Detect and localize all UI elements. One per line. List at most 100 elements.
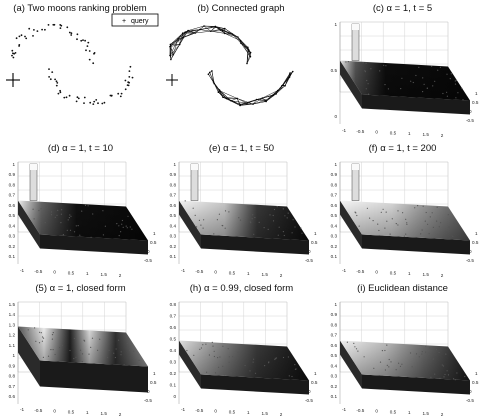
data-point [109, 94, 112, 97]
graph-node [211, 70, 213, 72]
surface-point [224, 227, 226, 229]
surface-point [69, 214, 71, 216]
graph-edge [219, 90, 238, 99]
surface-point [438, 351, 440, 354]
surface-point [42, 337, 45, 339]
surface-point [214, 372, 217, 374]
surface-point [291, 375, 293, 378]
y-tick-label: 1 [475, 231, 478, 236]
graph-node [272, 94, 274, 97]
x-tick-label: 0 [53, 270, 56, 275]
surface-point [230, 372, 232, 374]
surface-point [223, 374, 225, 376]
query-marker [6, 73, 20, 87]
surface-point [218, 213, 220, 215]
graph-edge [172, 38, 179, 55]
surface-point [107, 356, 109, 359]
surface-point [384, 84, 386, 86]
surface-point [118, 225, 120, 227]
data-point [12, 56, 15, 59]
surface-point [52, 332, 54, 334]
surface-point [464, 375, 466, 378]
graph-node [172, 53, 174, 56]
surface-point [446, 95, 448, 97]
surface-point [114, 356, 116, 359]
surface-point [34, 327, 36, 329]
surface-point [462, 99, 464, 101]
surface-point [200, 347, 202, 349]
surface-point [115, 348, 117, 350]
graph-node [177, 38, 179, 40]
surface-point [277, 234, 279, 236]
surface-shading [340, 340, 470, 381]
surface-point [79, 349, 82, 351]
surface-point [219, 356, 221, 358]
x-tick-label: 1.5 [262, 272, 269, 277]
graph-node [207, 73, 210, 75]
surface-point [386, 364, 388, 366]
surface-point [35, 340, 37, 342]
surface-point [216, 219, 218, 221]
surface-point [39, 227, 41, 229]
data-point [65, 96, 68, 99]
graph-edge [237, 36, 248, 48]
y-tick-label: -0.5 [466, 398, 474, 403]
surface-point [447, 374, 450, 376]
surface-point [251, 218, 253, 220]
surface-point [425, 345, 427, 347]
graph-edge [170, 44, 180, 60]
surface-point [380, 211, 382, 213]
surface-point [129, 226, 131, 228]
surface-point [121, 219, 123, 222]
surface-point [402, 212, 404, 214]
surface-point [193, 354, 195, 356]
data-point [131, 76, 134, 79]
surface-point [254, 372, 257, 374]
z-tick-label: 0.3 [331, 234, 338, 239]
surface-point [425, 351, 427, 353]
x-tick-label: 0.5 [229, 270, 236, 275]
surface-point [442, 365, 444, 367]
surface-point [379, 70, 381, 72]
graph-edge [170, 54, 174, 60]
data-point [48, 68, 50, 70]
surface-point [228, 356, 230, 358]
data-point [70, 34, 73, 36]
data-point [20, 34, 23, 37]
surface-point [60, 222, 62, 224]
x-tick-label: 0.5 [68, 409, 75, 414]
surface-point [239, 219, 242, 221]
z-tick-label: 0.5 [170, 213, 177, 218]
panel-a-legend: + query [111, 13, 159, 27]
graph-node [247, 48, 250, 51]
surface-point [84, 204, 87, 206]
surface-point [461, 87, 463, 90]
z-tick-label: 0.3 [170, 234, 177, 239]
surface-point [388, 366, 390, 368]
surface-point [395, 369, 397, 371]
data-point [120, 92, 123, 95]
x-tick-label: -1 [20, 268, 25, 273]
x-tick-label: 1 [247, 271, 250, 276]
z-tick-label: 1.2 [9, 333, 16, 338]
graph-edge [188, 30, 196, 34]
surface-point [382, 208, 384, 210]
surface-point [450, 73, 452, 75]
surface-point [50, 211, 53, 213]
data-point [88, 58, 91, 61]
surface-point [424, 220, 426, 222]
graph-node [261, 97, 264, 99]
surface-point [405, 233, 407, 235]
x-tick-label: 2 [441, 133, 444, 138]
surface-side-face [179, 340, 201, 389]
data-point [84, 39, 86, 42]
data-point [80, 39, 83, 42]
surface-point [405, 218, 407, 220]
z-tick-label: 0.5 [9, 213, 16, 218]
graph-node [239, 39, 242, 42]
z-tick-label: 0.6 [170, 203, 177, 208]
graph-edge [237, 98, 254, 105]
surface-point [269, 214, 271, 216]
surface-point [362, 62, 364, 64]
data-point [49, 78, 52, 81]
